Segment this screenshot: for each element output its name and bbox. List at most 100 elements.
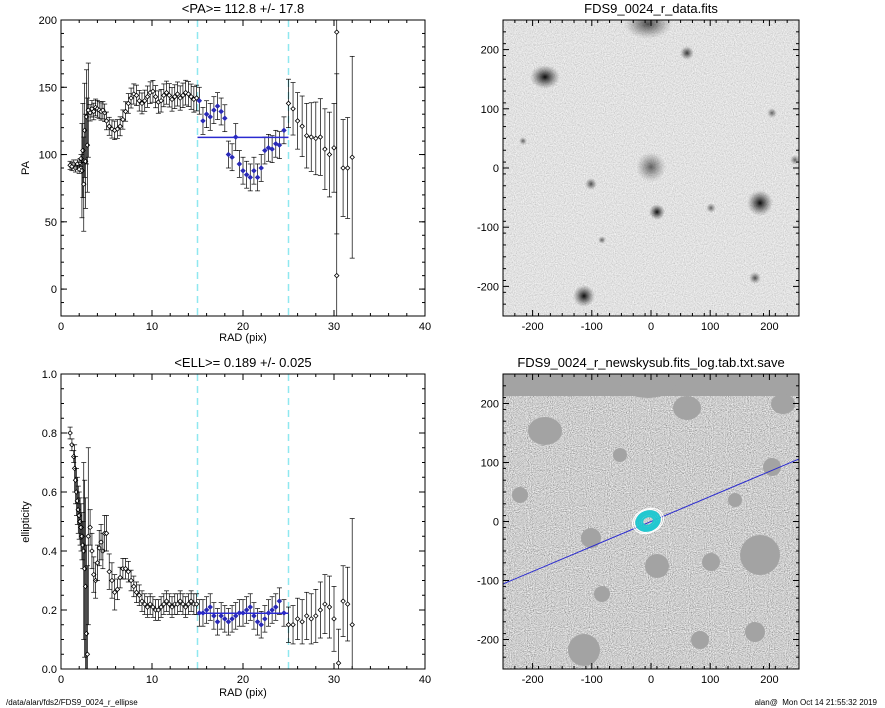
isophote-ellipses — [631, 507, 665, 535]
y-tick-label: 100 — [39, 150, 57, 162]
data-point — [203, 607, 210, 613]
y-tick-label: 100 — [481, 458, 499, 470]
data-point — [214, 619, 221, 625]
x-tick-label: 0 — [58, 674, 64, 686]
data-point — [80, 181, 87, 187]
x-tick-label: 40 — [419, 674, 431, 686]
y-tick-label: 0.4 — [42, 546, 57, 558]
data-point — [258, 165, 264, 171]
pa-chart-title: <PA>= 112.8 +/- 17.8 — [182, 1, 304, 16]
data-point — [285, 100, 292, 107]
data-point — [150, 604, 156, 610]
x-tick-label: 0 — [648, 321, 654, 333]
data-point — [111, 589, 118, 596]
data-point — [69, 442, 75, 448]
data-point — [166, 601, 173, 607]
pa-profile-chart: <PA>= 112.8 +/- 17.8 0 10 20 30 40 0 50 100 150 2… — [20, 1, 431, 344]
x-tick-label: 200 — [760, 674, 778, 686]
data-point — [169, 96, 175, 103]
data-point — [344, 165, 351, 171]
data-point — [117, 574, 123, 581]
star — [747, 190, 773, 216]
ell-chart-title: <ELL>= 0.189 +/- 0.025 — [174, 355, 311, 370]
data-point — [272, 604, 279, 610]
data-point — [180, 601, 186, 607]
data-point — [269, 607, 275, 613]
data-point — [243, 171, 250, 178]
data-point — [243, 607, 250, 613]
data-point — [106, 568, 112, 575]
y-tick-label: 200 — [481, 399, 499, 411]
data-point — [211, 107, 217, 113]
skysub-image-panel: FDS9_0024_r_newskysub.fits_log.tab.txt.s… — [477, 355, 800, 686]
y-tick-label: -100 — [477, 576, 499, 588]
ell-plot-frame — [60, 373, 426, 670]
data-image-panel: FDS9_0024_r_data.fits -200 -100 0 100 200 -20… — [477, 1, 800, 333]
data-point — [185, 91, 192, 97]
x-tick-label: 100 — [701, 674, 719, 686]
x-tick-label: -200 — [522, 321, 544, 333]
data-point — [87, 110, 93, 116]
star — [649, 204, 665, 220]
data-point — [125, 100, 132, 107]
data-point — [125, 568, 132, 575]
footer-file-path: /data/alan/fds2/FDS9_0024_r_ellipse — [6, 698, 138, 707]
data-point — [317, 607, 324, 613]
data-point — [163, 89, 170, 96]
y-tick-label: 150 — [39, 82, 57, 94]
data-point — [131, 583, 137, 590]
data-point — [290, 621, 296, 628]
data-point — [258, 621, 264, 628]
data-point — [139, 100, 145, 107]
data-point — [340, 165, 346, 171]
footer-timestamp: alan@ Mon Oct 14 21:55:32 2019 — [754, 698, 877, 707]
star — [767, 108, 777, 118]
data-point — [203, 111, 210, 117]
data-point — [136, 592, 143, 599]
data-point — [96, 545, 102, 551]
data-point — [232, 613, 239, 619]
data-point — [85, 533, 92, 540]
ell-y-axis-label: ellipticity — [20, 501, 32, 543]
data-point — [94, 560, 101, 566]
data-point — [133, 589, 140, 596]
galaxy-blob — [530, 65, 560, 89]
data-point — [349, 154, 355, 161]
data-point — [276, 142, 283, 148]
data-point — [90, 108, 97, 115]
data-point — [150, 88, 156, 95]
data-point — [247, 604, 254, 610]
data-point — [335, 660, 342, 666]
data-point — [222, 115, 228, 121]
data-point — [229, 154, 235, 161]
data-point — [317, 134, 324, 140]
galaxy-blob — [624, 20, 672, 39]
data-point — [290, 106, 296, 112]
data-point — [308, 616, 315, 622]
data-point — [89, 548, 95, 554]
data-image-title: FDS9_0024_r_data.fits — [584, 1, 718, 16]
data-point — [262, 616, 268, 622]
data-point — [171, 93, 178, 100]
pa-x-axis-label: RAD (pix) — [219, 332, 267, 344]
data-point — [185, 601, 192, 607]
x-tick-label: 200 — [760, 321, 778, 333]
data-point — [136, 97, 143, 104]
data-point — [141, 97, 148, 104]
x-tick-label: 100 — [701, 321, 719, 333]
data-point — [299, 619, 305, 625]
pa-y-axis-label: PA — [20, 160, 32, 175]
y-tick-label: 100 — [481, 104, 499, 116]
data-point — [166, 92, 173, 99]
central-galaxy — [636, 152, 666, 182]
data-point — [262, 147, 268, 154]
data-point — [196, 97, 203, 104]
ell-x-axis-label: RAD (pix) — [219, 687, 267, 699]
star — [585, 178, 597, 190]
data-point — [67, 430, 73, 436]
data-point — [333, 29, 340, 35]
data-point — [251, 167, 257, 174]
x-tick-label: 20 — [237, 674, 249, 686]
y-tick-label: 200 — [481, 45, 499, 57]
y-tick-label: 0 — [493, 517, 499, 529]
